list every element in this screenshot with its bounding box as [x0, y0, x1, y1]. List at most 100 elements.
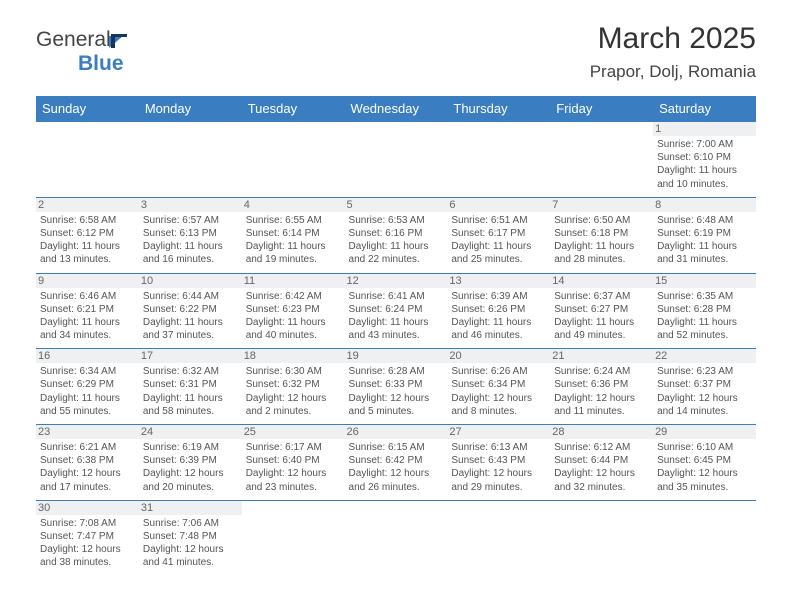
day-number: 20 — [447, 349, 550, 363]
day-number: 10 — [139, 274, 242, 288]
day-details: Sunrise: 7:06 AMSunset: 7:48 PMDaylight:… — [143, 517, 238, 570]
day-number: 11 — [242, 274, 345, 288]
day-number: 24 — [139, 425, 242, 439]
logo: General Blue — [36, 28, 129, 76]
day-details: Sunrise: 6:17 AMSunset: 6:40 PMDaylight:… — [246, 441, 341, 494]
calendar-day-cell: 5 Sunrise: 6:53 AMSunset: 6:16 PMDaylight… — [345, 197, 448, 273]
weekday-header: Tuesday — [242, 96, 345, 122]
day-details: Sunrise: 6:58 AMSunset: 6:12 PMDaylight:… — [40, 214, 135, 267]
day-number: 22 — [653, 349, 756, 363]
calendar-week-row: 23 Sunrise: 6:21 AMSunset: 6:38 PMDayligh… — [36, 425, 756, 501]
day-details: Sunrise: 6:53 AMSunset: 6:16 PMDaylight:… — [349, 214, 444, 267]
day-details: Sunrise: 6:51 AMSunset: 6:17 PMDaylight:… — [451, 214, 546, 267]
day-number: 31 — [139, 501, 242, 515]
day-number: 4 — [242, 198, 345, 212]
day-number: 7 — [550, 198, 653, 212]
day-number: 25 — [242, 425, 345, 439]
calendar-day-cell: 2 Sunrise: 6:58 AMSunset: 6:12 PMDaylight… — [36, 197, 139, 273]
calendar-day-cell — [345, 500, 448, 575]
weekday-header: Monday — [139, 96, 242, 122]
day-number: 30 — [36, 501, 139, 515]
calendar-day-cell: 19 Sunrise: 6:28 AMSunset: 6:33 PMDayligh… — [345, 349, 448, 425]
day-details: Sunrise: 6:23 AMSunset: 6:37 PMDaylight:… — [657, 365, 752, 418]
day-number: 3 — [139, 198, 242, 212]
calendar-day-cell — [242, 122, 345, 197]
weekday-header: Sunday — [36, 96, 139, 122]
day-details: Sunrise: 6:57 AMSunset: 6:13 PMDaylight:… — [143, 214, 238, 267]
day-details: Sunrise: 6:37 AMSunset: 6:27 PMDaylight:… — [554, 290, 649, 343]
day-details: Sunrise: 6:21 AMSunset: 6:38 PMDaylight:… — [40, 441, 135, 494]
day-number: 17 — [139, 349, 242, 363]
day-number: 27 — [447, 425, 550, 439]
day-details: Sunrise: 6:44 AMSunset: 6:22 PMDaylight:… — [143, 290, 238, 343]
calendar-day-cell: 15 Sunrise: 6:35 AMSunset: 6:28 PMDayligh… — [653, 273, 756, 349]
day-number: 21 — [550, 349, 653, 363]
weekday-header: Saturday — [653, 96, 756, 122]
day-details: Sunrise: 6:19 AMSunset: 6:39 PMDaylight:… — [143, 441, 238, 494]
calendar-week-row: 9Sunrise: 6:46 AMSunset: 6:21 PMDaylight… — [36, 273, 756, 349]
calendar-week-row: 2 Sunrise: 6:58 AMSunset: 6:12 PMDaylight… — [36, 197, 756, 273]
day-number: 15 — [653, 274, 756, 288]
day-number: 14 — [550, 274, 653, 288]
weekday-header: Wednesday — [345, 96, 448, 122]
calendar-day-cell — [550, 122, 653, 197]
calendar-day-cell — [139, 122, 242, 197]
day-number: 9 — [36, 274, 139, 288]
day-number: 26 — [345, 425, 448, 439]
day-number: 13 — [447, 274, 550, 288]
weekday-header: Thursday — [447, 96, 550, 122]
day-number: 1 — [653, 122, 756, 136]
calendar-day-cell: 8Sunrise: 6:48 AMSunset: 6:19 PMDaylight… — [653, 197, 756, 273]
day-details: Sunrise: 6:12 AMSunset: 6:44 PMDaylight:… — [554, 441, 649, 494]
day-number: 19 — [345, 349, 448, 363]
weekday-header-row: Sunday Monday Tuesday Wednesday Thursday… — [36, 96, 756, 122]
calendar-day-cell: 6 Sunrise: 6:51 AMSunset: 6:17 PMDaylight… — [447, 197, 550, 273]
day-number: 5 — [345, 198, 448, 212]
location-subtitle: Prapor, Dolj, Romania — [590, 62, 756, 82]
calendar-day-cell: 30 Sunrise: 7:08 AMSunset: 7:47 PMDayligh… — [36, 500, 139, 575]
calendar-week-row: 1 Sunrise: 7:00 AMSunset: 6:10 PMDaylight… — [36, 122, 756, 197]
day-details: Sunrise: 6:26 AMSunset: 6:34 PMDaylight:… — [451, 365, 546, 418]
calendar-day-cell: 27 Sunrise: 6:13 AMSunset: 6:43 PMDayligh… — [447, 425, 550, 501]
calendar-day-cell: 14 Sunrise: 6:37 AMSunset: 6:27 PMDayligh… — [550, 273, 653, 349]
calendar-table: Sunday Monday Tuesday Wednesday Thursday… — [36, 96, 756, 576]
calendar-day-cell: 9Sunrise: 6:46 AMSunset: 6:21 PMDaylight… — [36, 273, 139, 349]
day-details: Sunrise: 6:13 AMSunset: 6:43 PMDaylight:… — [451, 441, 546, 494]
calendar-day-cell: 21 Sunrise: 6:24 AMSunset: 6:36 PMDayligh… — [550, 349, 653, 425]
day-number: 18 — [242, 349, 345, 363]
calendar-day-cell: 31 Sunrise: 7:06 AMSunset: 7:48 PMDayligh… — [139, 500, 242, 575]
day-number: 12 — [345, 274, 448, 288]
calendar-day-cell: 1 Sunrise: 7:00 AMSunset: 6:10 PMDaylight… — [653, 122, 756, 197]
day-details: Sunrise: 7:08 AMSunset: 7:47 PMDaylight:… — [40, 517, 135, 570]
calendar-day-cell: 12Sunrise: 6:41 AMSunset: 6:24 PMDayligh… — [345, 273, 448, 349]
logo-word1: General — [36, 28, 111, 51]
day-details: Sunrise: 6:39 AMSunset: 6:26 PMDaylight:… — [451, 290, 546, 343]
calendar-day-cell: 16Sunrise: 6:34 AMSunset: 6:29 PMDayligh… — [36, 349, 139, 425]
day-details: Sunrise: 6:15 AMSunset: 6:42 PMDaylight:… — [349, 441, 444, 494]
calendar-day-cell: 24 Sunrise: 6:19 AMSunset: 6:39 PMDayligh… — [139, 425, 242, 501]
day-details: Sunrise: 6:28 AMSunset: 6:33 PMDaylight:… — [349, 365, 444, 418]
logo-word2: Blue — [78, 52, 124, 75]
calendar-day-cell: 10 Sunrise: 6:44 AMSunset: 6:22 PMDayligh… — [139, 273, 242, 349]
day-details: Sunrise: 6:10 AMSunset: 6:45 PMDaylight:… — [657, 441, 752, 494]
calendar-day-cell — [653, 500, 756, 575]
day-details: Sunrise: 6:32 AMSunset: 6:31 PMDaylight:… — [143, 365, 238, 418]
calendar-day-cell: 18Sunrise: 6:30 AMSunset: 6:32 PMDayligh… — [242, 349, 345, 425]
day-number: 6 — [447, 198, 550, 212]
calendar-day-cell: 13 Sunrise: 6:39 AMSunset: 6:26 PMDayligh… — [447, 273, 550, 349]
day-number: 8 — [653, 198, 756, 212]
day-details: Sunrise: 6:24 AMSunset: 6:36 PMDaylight:… — [554, 365, 649, 418]
calendar-day-cell: 3 Sunrise: 6:57 AMSunset: 6:13 PMDaylight… — [139, 197, 242, 273]
calendar-day-cell — [242, 500, 345, 575]
calendar-day-cell: 20 Sunrise: 6:26 AMSunset: 6:34 PMDayligh… — [447, 349, 550, 425]
calendar-day-cell — [345, 122, 448, 197]
calendar-week-row: 16Sunrise: 6:34 AMSunset: 6:29 PMDayligh… — [36, 349, 756, 425]
calendar-day-cell — [550, 500, 653, 575]
day-number: 2 — [36, 198, 139, 212]
day-details: Sunrise: 6:35 AMSunset: 6:28 PMDaylight:… — [657, 290, 752, 343]
day-details: Sunrise: 7:00 AMSunset: 6:10 PMDaylight:… — [657, 138, 752, 191]
calendar-day-cell: 25 Sunrise: 6:17 AMSunset: 6:40 PMDayligh… — [242, 425, 345, 501]
day-number: 28 — [550, 425, 653, 439]
calendar-day-cell: 22 Sunrise: 6:23 AMSunset: 6:37 PMDayligh… — [653, 349, 756, 425]
day-number: 23 — [36, 425, 139, 439]
